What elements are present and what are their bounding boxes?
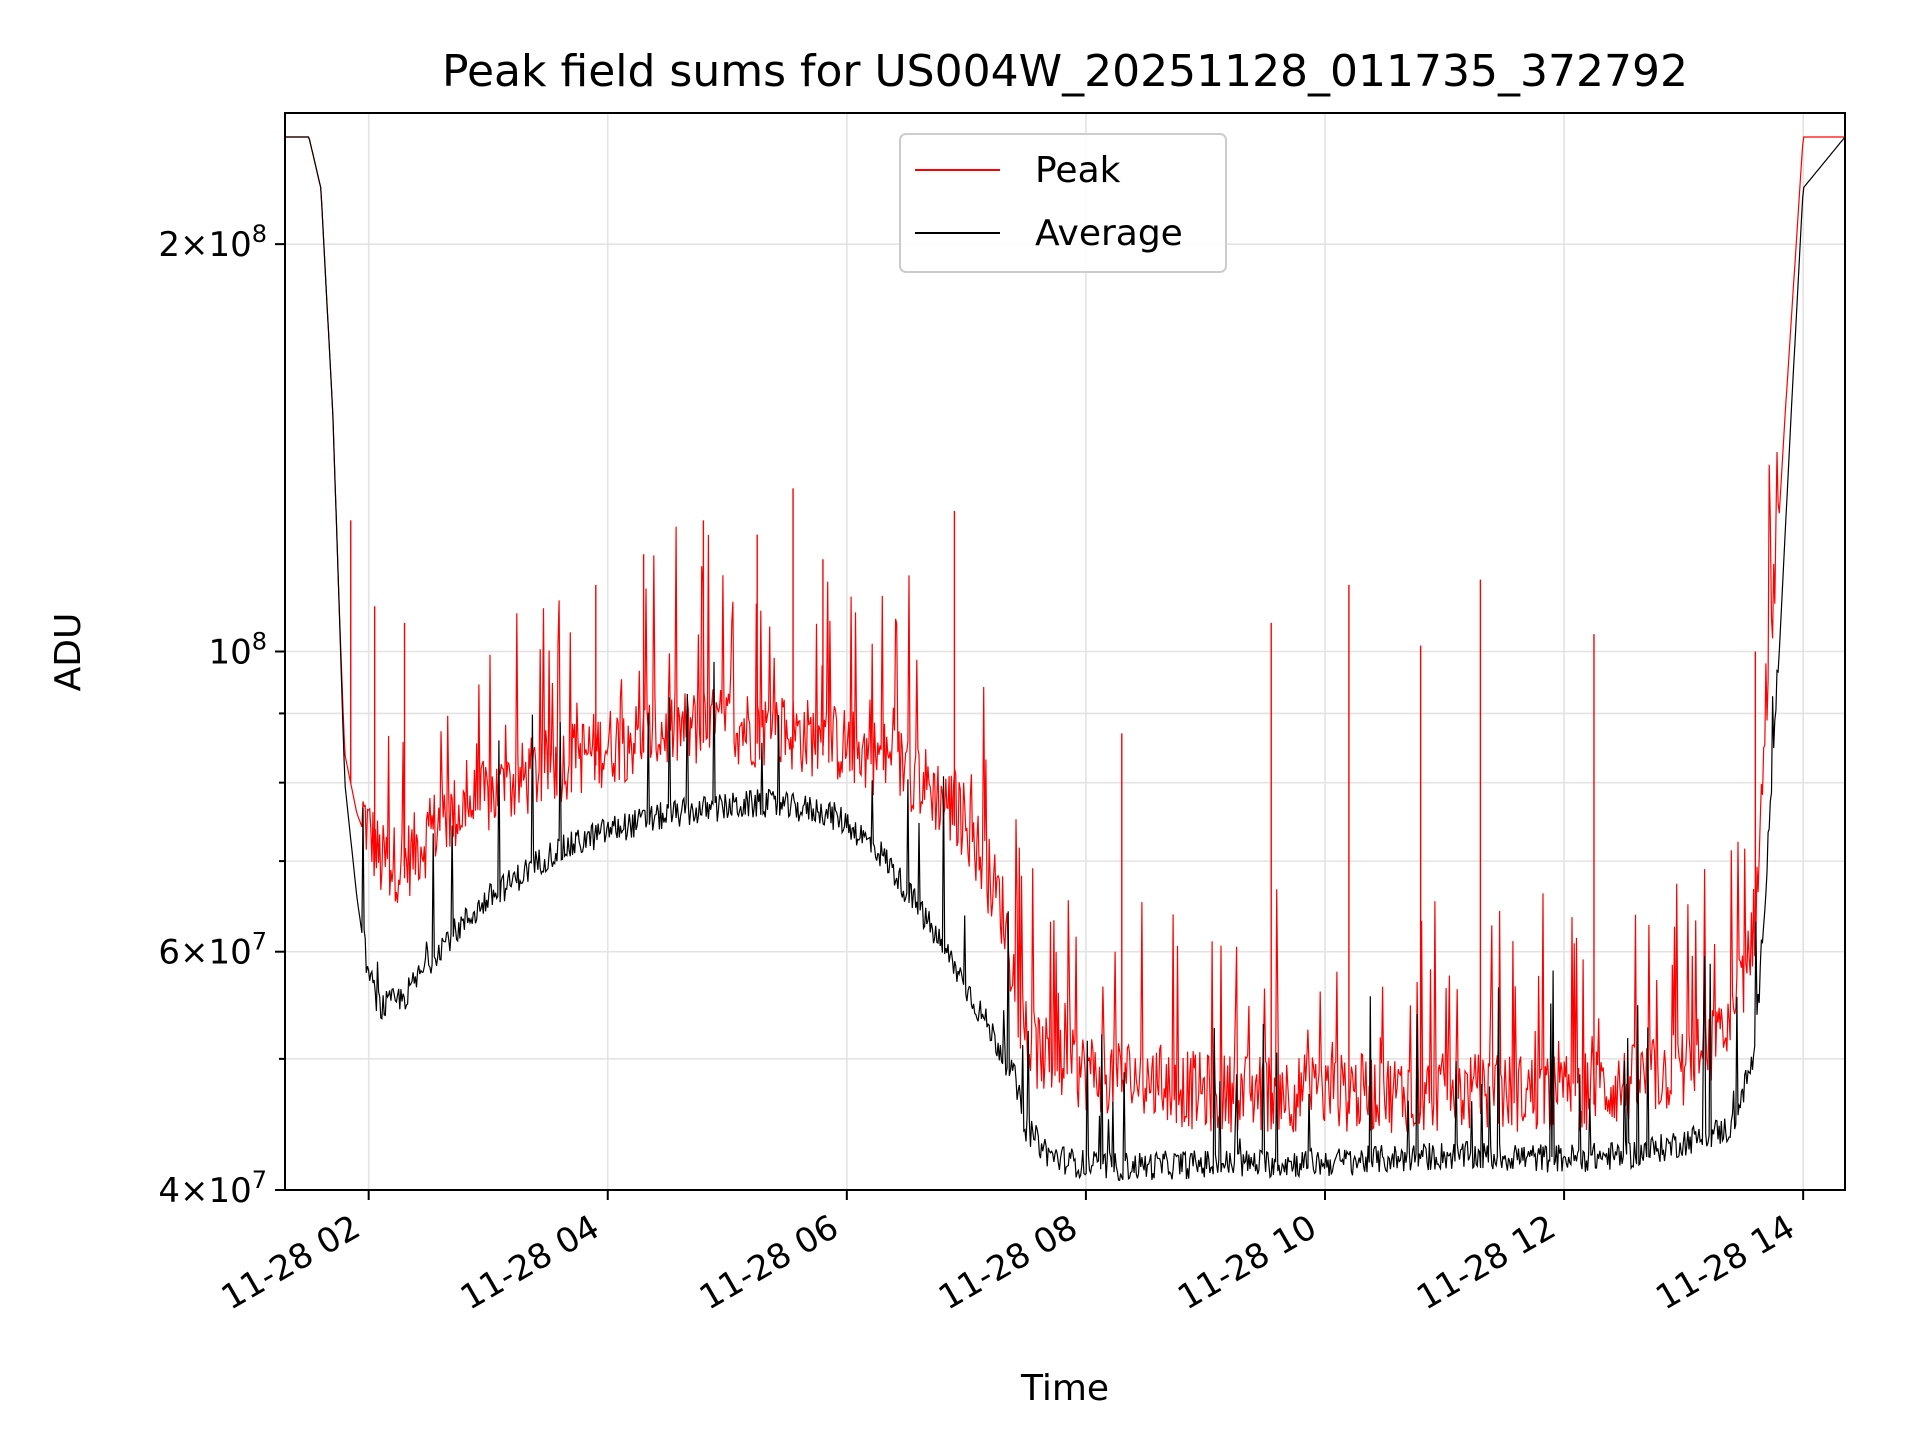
plot-series bbox=[285, 136, 1845, 1182]
y-tick-label-exponent: 7 bbox=[252, 1166, 267, 1194]
series-line-average bbox=[285, 136, 1845, 1182]
y-tick-label-base: 4×10 bbox=[158, 1171, 251, 1211]
y-tick-label-base: 10 bbox=[208, 633, 251, 673]
y-tick-label: 6×107 bbox=[158, 928, 267, 973]
y-tick-label-base: 6×10 bbox=[158, 933, 251, 973]
legend-label-average: Average bbox=[1035, 213, 1183, 254]
y-tick-label: 108 bbox=[208, 628, 267, 673]
legend-label-peak: Peak bbox=[1035, 150, 1121, 191]
series-line-peak bbox=[285, 136, 1845, 1133]
x-axis-label: Time bbox=[1020, 1368, 1109, 1409]
chart-title: Peak field sums for US004W_20251128_0117… bbox=[442, 46, 1688, 97]
y-tick-label-exponent: 8 bbox=[252, 628, 267, 656]
legend: Peak Average bbox=[899, 133, 1227, 273]
legend-box bbox=[899, 133, 1227, 273]
y-tick-label-exponent: 7 bbox=[252, 928, 267, 956]
y-tick-label-exponent: 8 bbox=[252, 220, 267, 248]
y-axis-label: ADU bbox=[48, 613, 89, 692]
y-tick-label: 2×108 bbox=[158, 220, 267, 265]
y-tick-label: 4×107 bbox=[158, 1166, 267, 1211]
y-tick-label-base: 2×10 bbox=[158, 225, 251, 265]
